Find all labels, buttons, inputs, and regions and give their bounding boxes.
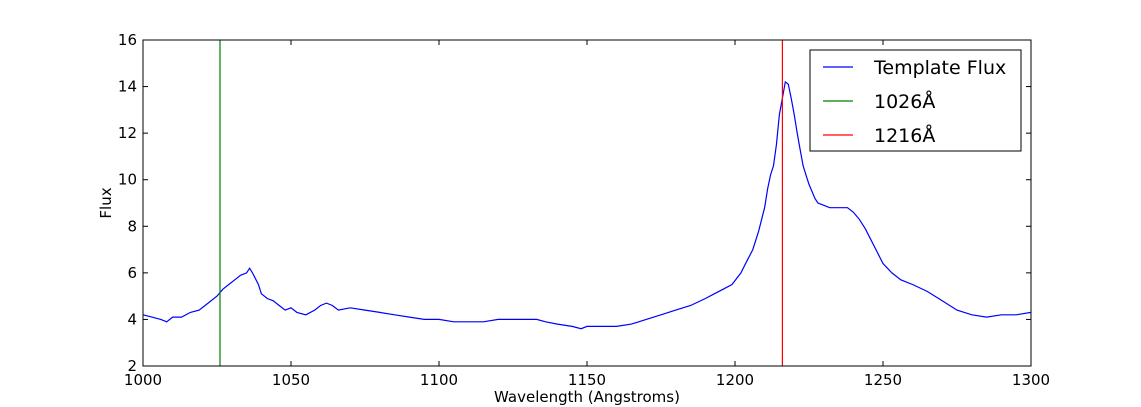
y-tick-label: 16	[118, 31, 137, 49]
y-tick-label: 10	[118, 171, 137, 189]
x-axis-label: Wavelength (Angstroms)	[494, 388, 680, 406]
y-tick-label: 6	[127, 264, 137, 282]
series-layer	[142, 40, 1032, 366]
series-line-template-flux	[142, 80, 1032, 330]
legend-label: 1216Å	[874, 124, 935, 147]
y-tick-label: 4	[127, 310, 137, 328]
x-tick-label: 1050	[272, 371, 310, 389]
ticks-layer: 1000 1050 1100 1150 1200 1250 1300 2 4 6 8 10 12 14 16	[118, 31, 1050, 389]
legend-items: Template Flux 1026Å 1216Å	[823, 57, 1006, 147]
legend: Template Flux 1026Å 1216Å	[809, 49, 1022, 152]
y-axis-label: Flux	[97, 187, 115, 218]
x-tick-label: 1100	[420, 371, 458, 389]
x-tick-label: 1300	[1012, 371, 1050, 389]
y-tick-label: 12	[118, 124, 137, 142]
y-tick-label: 8	[127, 217, 137, 235]
x-tick-label: 1200	[716, 371, 754, 389]
y-tick-label: 14	[118, 78, 137, 96]
y-tick-label: 2	[127, 357, 137, 375]
x-tick-label: 1250	[864, 371, 902, 389]
legend-label: Template Flux	[873, 57, 1006, 79]
x-tick-label: 1150	[568, 371, 606, 389]
x-tick-label: 1000	[124, 371, 162, 389]
legend-label: 1026Å	[874, 90, 935, 113]
